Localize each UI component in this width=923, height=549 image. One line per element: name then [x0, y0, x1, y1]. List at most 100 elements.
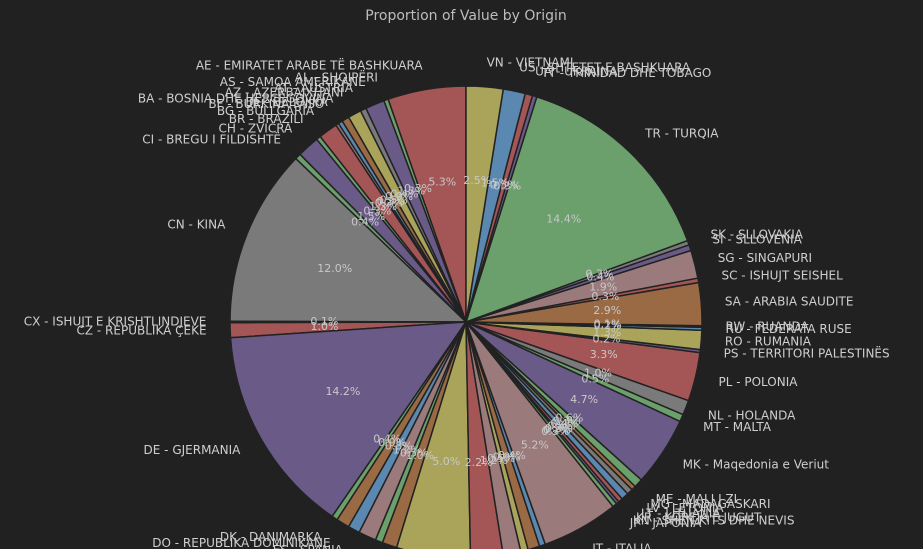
percent-label: 4.7% [570, 393, 598, 406]
slice-label: PL - POLONIA [718, 375, 798, 389]
percent-label: 0.2% [375, 196, 403, 209]
slice-label: TT - TRINIDAD DHE TOBAGO [541, 66, 712, 80]
percent-label: 5.2% [521, 439, 549, 452]
chart-title: Proportion of Value by Origin [365, 8, 566, 24]
slice-label: IT - ITALIA [592, 541, 652, 549]
percent-label: 14.2% [325, 385, 360, 398]
slice-label: ME - MALI I ZI [656, 492, 738, 506]
percent-label: 0.3% [545, 422, 573, 435]
percent-label: 1.5% [357, 210, 385, 223]
percent-label: 0.4% [586, 270, 614, 283]
percent-label: 0.4% [351, 216, 379, 229]
percent-label: 0.3% [493, 180, 521, 193]
percent-label: 2.5% [463, 174, 491, 187]
pie-slice [229, 321, 468, 518]
percent-label: 0.3% [553, 415, 581, 428]
percent-label: 0.4% [550, 417, 578, 430]
percent-label: 1.9% [589, 280, 617, 293]
percent-label: 0.3% [377, 195, 405, 208]
percent-label: 1.0% [406, 449, 434, 462]
slice-label: AE - EMIRATET ARABE TË BASHKUARA [196, 58, 424, 73]
slice-label: TR - TURQIA [644, 127, 719, 141]
percent-label: 0.3% [541, 425, 569, 438]
percent-label: 0.3% [363, 205, 391, 218]
percent-label: 0.2% [543, 423, 571, 436]
slice-label: BR - BRAZILI [229, 112, 304, 126]
percent-label: 2.2% [465, 456, 493, 469]
slice-label: MT - MALTA [703, 420, 772, 434]
percent-label: 0.5% [400, 447, 428, 460]
slice-label: VN - VIETNAMI [487, 56, 574, 70]
slice-label: MK - Maqedonia e Veriut [683, 458, 830, 472]
percent-label: 1.2% [480, 454, 508, 467]
percent-label: 0.2% [593, 332, 621, 345]
slice-label: NL - HOLANDA [708, 409, 796, 423]
percent-label: 0.5% [380, 193, 408, 206]
slice-label: SC - ISHUJT SEISHEL [722, 269, 844, 283]
slice-label: DO - REPUBLIKA DOMINIKANE [152, 536, 330, 549]
slice-label: AS - SAMOA AMERIKANE [220, 75, 366, 89]
pie-slice [229, 157, 468, 323]
slice-label: CZ - REPUBLIKA ÇEKE [76, 324, 206, 338]
percent-label: 1.3% [593, 326, 621, 339]
percent-label: 0.6% [555, 412, 583, 425]
slice-label: RW - RUANDA [726, 319, 810, 333]
percent-label: 3.3% [590, 348, 618, 361]
percent-label: 0.2% [594, 319, 622, 332]
pie-slice [464, 95, 689, 324]
percent-label: 0.5% [581, 373, 609, 386]
slice-label: LT - LITUANIA [641, 506, 721, 520]
percent-label: 1.0% [311, 320, 339, 333]
slice-label: KN - SHËN KITS DHE NEVIS [633, 512, 795, 527]
slice-label: AZ - AZERBAJXHANI [225, 86, 344, 100]
percent-label: 0.8% [493, 451, 521, 464]
percent-label: 0.1% [310, 315, 338, 328]
percent-label: 0.9% [385, 190, 413, 203]
percent-label: 0.3% [585, 267, 613, 280]
slice-label: KR - KOREJA E JUGUT [636, 511, 762, 525]
percent-label: 1.3% [397, 184, 425, 197]
percent-label: 5.3% [428, 175, 456, 188]
slice-label: SK - SLLOVAKIA [711, 227, 804, 241]
slice-label: AT - AUSTRIA [274, 81, 353, 95]
percent-label: 12.0% [317, 262, 352, 275]
pie-slice [395, 321, 472, 549]
percent-label: 1.0% [584, 366, 612, 379]
slice-label: UA - UKRAINA [535, 64, 618, 78]
percent-label: 0.5% [487, 452, 515, 465]
slice-label: RU - FEDERATA RUSE [725, 322, 851, 336]
percent-label: 5.0% [432, 455, 460, 468]
percent-label: 0.4% [373, 433, 401, 446]
slice-label: PS - TERRITORI PALESTINËS [724, 346, 890, 361]
slice-label: SA - ARABIA SAUDITE [725, 295, 854, 309]
slice-label: CH - ZVICRA [219, 122, 294, 136]
percent-label: 0.9% [378, 436, 406, 449]
slice-label: ES - SPANJA [273, 543, 344, 549]
slice-label: MG - MADAGASKARI [650, 497, 770, 511]
slice-label: CN - KINA [167, 217, 226, 231]
slice-label: LV - LETONIA [646, 501, 724, 515]
slice-label: DE - GJERMANIA [144, 443, 242, 457]
slice-label: US - SHTETET E BASHKUARA [519, 60, 691, 74]
percent-label: 0.5% [490, 179, 518, 192]
percent-label: 2.9% [593, 304, 621, 317]
percent-label: 1.5% [481, 176, 509, 189]
percent-label: 14.4% [546, 213, 581, 226]
slice-label: JP - JAPONIA [629, 516, 702, 530]
slice-label: DK - DANIMARKA [220, 530, 322, 544]
percent-label: 0.1% [594, 318, 622, 331]
percent-label: 0.4% [498, 449, 526, 462]
slice-label: SI - SLLOVENIA [712, 233, 802, 247]
slice-label: BG - BULLGARIA [217, 104, 315, 118]
slice-label: CX - ISHUJT E KRISHTLINDJEVE [24, 315, 207, 329]
percent-label: 0.4% [390, 188, 418, 201]
slice-label: BA - BOSNIA DHE HERCEGOVINA [138, 91, 334, 105]
slice-label: SG - SINGAPURI [718, 251, 812, 265]
percent-label: 0.8% [385, 440, 413, 453]
slice-label: CI - BREGU I FILDISHTË [142, 131, 281, 146]
percent-label: 1.2% [393, 444, 421, 457]
percent-label: 0.3% [404, 182, 432, 195]
slice-label: BF - BURKINA FASO [208, 97, 324, 111]
percent-label: 0.3% [591, 290, 619, 303]
